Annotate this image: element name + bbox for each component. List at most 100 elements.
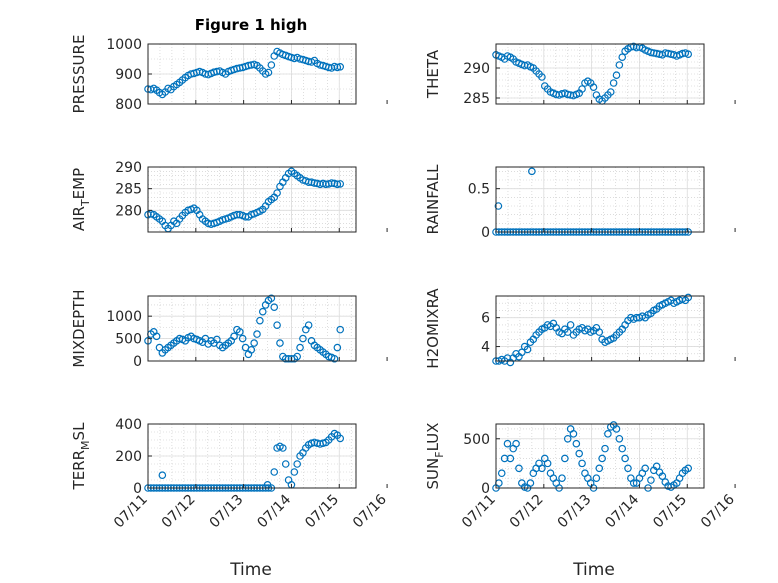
y-tick-label: 200 [115, 449, 142, 465]
plot-area [496, 167, 704, 232]
data-point [258, 307, 267, 316]
subplot-panel: 285 290 THETA [424, 42, 736, 107]
y-tick-label: 290 [463, 61, 490, 77]
y-tick-label: 900 [115, 67, 142, 83]
y-tick-label: 0 [481, 225, 490, 241]
data-point [336, 63, 345, 71]
y-tick-label: 1000 [106, 37, 142, 53]
x-tick-label: 07/16 [698, 491, 738, 531]
y-axis-label: H2OMIXRA [424, 288, 442, 369]
subplot-panel: 4 6 H2OMIXRA [424, 288, 736, 369]
data-point [538, 73, 546, 81]
data-point [606, 88, 615, 96]
x-tick-label: 07/16 [350, 491, 390, 531]
y-axis-label-main: RAINFALL [424, 164, 442, 235]
x-tick-label: 07/15 [302, 492, 342, 532]
y-axis-label: RAINFALL [424, 164, 442, 235]
x-tick-label: 07/14 [602, 491, 642, 531]
data-point [641, 464, 649, 473]
data-point [333, 63, 342, 72]
data-point [615, 434, 624, 443]
data-point [595, 328, 604, 336]
data-point [264, 68, 273, 77]
y-axis-label-main: SUN [424, 458, 442, 490]
y-axis-label: TERRMSL [70, 422, 92, 491]
x-axis-label-left: Time [229, 560, 272, 580]
data-point [238, 334, 247, 343]
figure-title: Figure 1 high [195, 16, 308, 34]
data-point [678, 49, 687, 58]
y-axis-label-rest: SL [70, 422, 88, 441]
data-point [612, 425, 621, 433]
data-point [566, 91, 575, 99]
y-axis-label: AIRTEMP [70, 168, 92, 231]
data-point [253, 330, 261, 338]
data-point [592, 474, 601, 482]
data-point [538, 464, 546, 473]
data-point [333, 180, 342, 189]
y-axis-label-sub: F [433, 451, 446, 457]
subplot-panel: 0 500 07/11 07/12 07/13 07/14 07/15 07/16 SUNFLU… [424, 421, 738, 532]
subplot-panel: 0 500 1000 MIXDEPTH [70, 289, 388, 370]
data-point [563, 434, 572, 443]
data-point [615, 61, 624, 69]
data-point [558, 474, 566, 482]
data-point [281, 354, 290, 363]
data-point [497, 469, 506, 478]
axes-box [147, 166, 357, 233]
data-point [512, 439, 520, 448]
data-series [492, 293, 693, 367]
y-axis-label-main: THETA [424, 49, 442, 99]
data-point [256, 316, 264, 325]
data-point [684, 50, 693, 59]
data-point [267, 294, 276, 303]
data-point [528, 167, 536, 176]
data-point [601, 444, 609, 453]
data-series [492, 42, 693, 105]
data-point [561, 454, 569, 463]
y-tick-label: 800 [115, 97, 142, 113]
y-tick-label: 280 [115, 203, 142, 219]
data-point [566, 321, 575, 329]
data-point [247, 61, 256, 69]
subplot-panel: 280 285 290 AIRTEMP [70, 160, 388, 233]
y-tick-label: 285 [115, 182, 142, 198]
data-point [589, 83, 598, 92]
y-axis-label-main: TERR [70, 450, 88, 491]
x-tick-label: 07/11 [459, 492, 499, 532]
data-point [543, 459, 552, 468]
data-point [296, 343, 304, 352]
subplot-panel: 800 900 1000 PRESSURE [70, 35, 388, 113]
data-point [279, 444, 287, 452]
y-tick-label: 0 [481, 481, 490, 497]
data-point [575, 449, 584, 458]
y-tick-label: 290 [115, 160, 142, 176]
y-axis-label-main: H2OMIXRA [424, 288, 442, 369]
data-point [595, 464, 604, 473]
data-point [684, 464, 693, 473]
data-point [299, 334, 307, 343]
data-point [526, 479, 535, 487]
y-axis-label-rest: EMP [70, 168, 88, 199]
y-tick-label: 6 [481, 311, 490, 327]
data-point [652, 462, 661, 471]
data-point [273, 321, 281, 329]
data-point [290, 468, 299, 476]
y-tick-label: 0.5 [468, 182, 490, 198]
data-point [629, 479, 638, 487]
data-point [506, 454, 515, 463]
y-tick-label: 4 [481, 340, 490, 356]
data-series [144, 294, 345, 363]
y-tick-label: 285 [463, 91, 490, 107]
data-point [572, 439, 581, 448]
data-point [612, 71, 621, 80]
data-point [213, 335, 221, 344]
axes-box [495, 43, 705, 105]
y-tick-label: 400 [115, 417, 142, 433]
data-point [552, 90, 561, 99]
data-point [201, 70, 210, 78]
data-point [333, 343, 342, 352]
data-point [658, 472, 667, 480]
data-point [281, 460, 290, 468]
data-point [598, 454, 606, 463]
